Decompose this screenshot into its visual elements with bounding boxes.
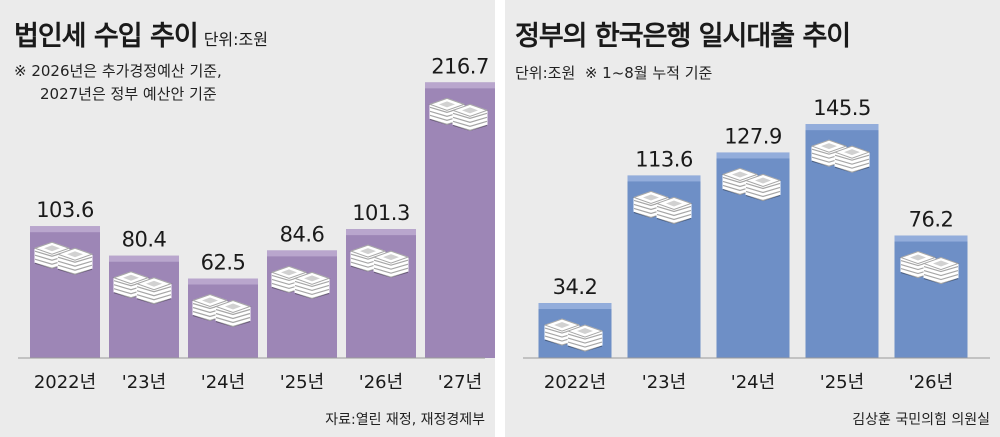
bar [109,255,179,358]
left-panel: 법인세 수입 추이 단위:조원 ※ 2026년은 추가경정예산 기준, 2027년… [0,0,495,437]
bar-cap [425,82,495,89]
category-label: '25년 [820,372,864,393]
bar-cap [716,152,790,159]
money-stack-icon [372,250,410,278]
category-label: '24년 [201,372,245,393]
value-label: 216.7 [431,54,489,78]
bar-cap [805,124,879,131]
category-label: 2022년 [544,372,606,393]
bar-cap [538,303,612,310]
bar [425,82,495,358]
bar-cap [30,226,100,233]
bar-group: 34.2 2022년 [538,275,612,393]
bar-group: 216.7 '27년 [425,54,495,393]
value-label: 145.5 [813,96,871,120]
right-title-text: 정부의 한국은행 일시대출 추이 [515,21,851,52]
value-label: 101.3 [352,201,410,225]
bar-group: 127.9 '24년 [716,124,790,393]
value-label: 34.2 [553,275,598,299]
bar-cap [109,255,179,262]
category-label: '23년 [122,372,166,393]
bar-cap [627,175,701,182]
right-note-text: ※ 1~8월 누적 기준 [584,64,713,82]
value-label: 113.6 [635,147,693,171]
bar-group: 62.5 '24년 [188,251,258,393]
right-unit-label: 단위:조원 [515,64,576,82]
value-label: 103.6 [36,198,94,222]
left-note-line1: ※ 2026년은 추가경정예산 기준, [14,62,222,80]
bar-cap [188,278,258,285]
bar-group: 76.2 '26년 [894,208,968,393]
right-note: 단위:조원 ※ 1~8월 누적 기준 [515,62,712,85]
category-label: '26년 [359,372,403,393]
value-label: 80.4 [122,228,167,252]
money-stack-icon [566,324,604,352]
left-bar-chart: 103.6 2022년 80.4 '23년 62.5 '24년 84.6 '25년 101.3 '… [18,54,495,393]
money-stack-icon [451,103,489,131]
money-stack-icon [293,271,331,300]
right-chart-title: 정부의 한국은행 일시대출 추이 [515,14,851,53]
right-source: 김상훈 국민의힘 의원실 [852,412,990,428]
category-label: '27년 [438,372,482,393]
bar-cap [267,250,337,257]
bar-cap [894,235,968,242]
money-stack-icon [135,277,173,305]
bar-group: 113.6 '23년 [627,147,701,393]
bar-cap [346,229,416,236]
bar-group: 103.6 2022년 [30,198,100,393]
bar-group: 84.6 '25년 [267,222,337,393]
bar [267,250,337,358]
left-title-text: 법인세 수입 추이 [14,21,199,52]
category-label: '26년 [909,372,953,393]
money-stack-icon [922,257,960,285]
bar-group: 145.5 '25년 [805,96,879,393]
left-note-line2: 2027년은 정부 예산안 기준 [40,85,217,103]
value-label: 76.2 [909,208,954,232]
money-stack-icon [833,145,871,173]
money-stack-icon [744,173,782,202]
category-label: 2022년 [34,372,96,393]
right-panel: 정부의 한국은행 일시대출 추이 단위:조원 ※ 1~8월 누적 기준 34.2… [505,0,1000,437]
money-stack-icon [655,196,693,225]
money-stack-icon [214,299,252,328]
category-label: '23년 [642,372,686,393]
category-label: '25년 [280,372,324,393]
bar [346,229,416,358]
value-label: 84.6 [280,222,325,246]
value-label: 127.9 [724,124,782,148]
bar-group: 80.4 '23년 [109,228,179,393]
bar-group: 101.3 '26년 [346,201,416,393]
left-source: 자료:열린 재정, 재정경제부 [325,412,485,428]
right-bar-chart: 34.2 2022년 113.6 '23년 127.9 '24년 145.5 '25년 76.2… [523,96,990,393]
money-stack-icon [56,247,94,275]
left-unit-label: 단위:조원 [203,30,268,49]
left-chart-title: 법인세 수입 추이 단위:조원 [14,14,268,53]
bar [894,235,968,358]
value-label: 62.5 [201,251,246,275]
category-label: '24년 [731,372,775,393]
left-note: ※ 2026년은 추가경정예산 기준, 2027년은 정부 예산안 기준 [14,60,222,106]
